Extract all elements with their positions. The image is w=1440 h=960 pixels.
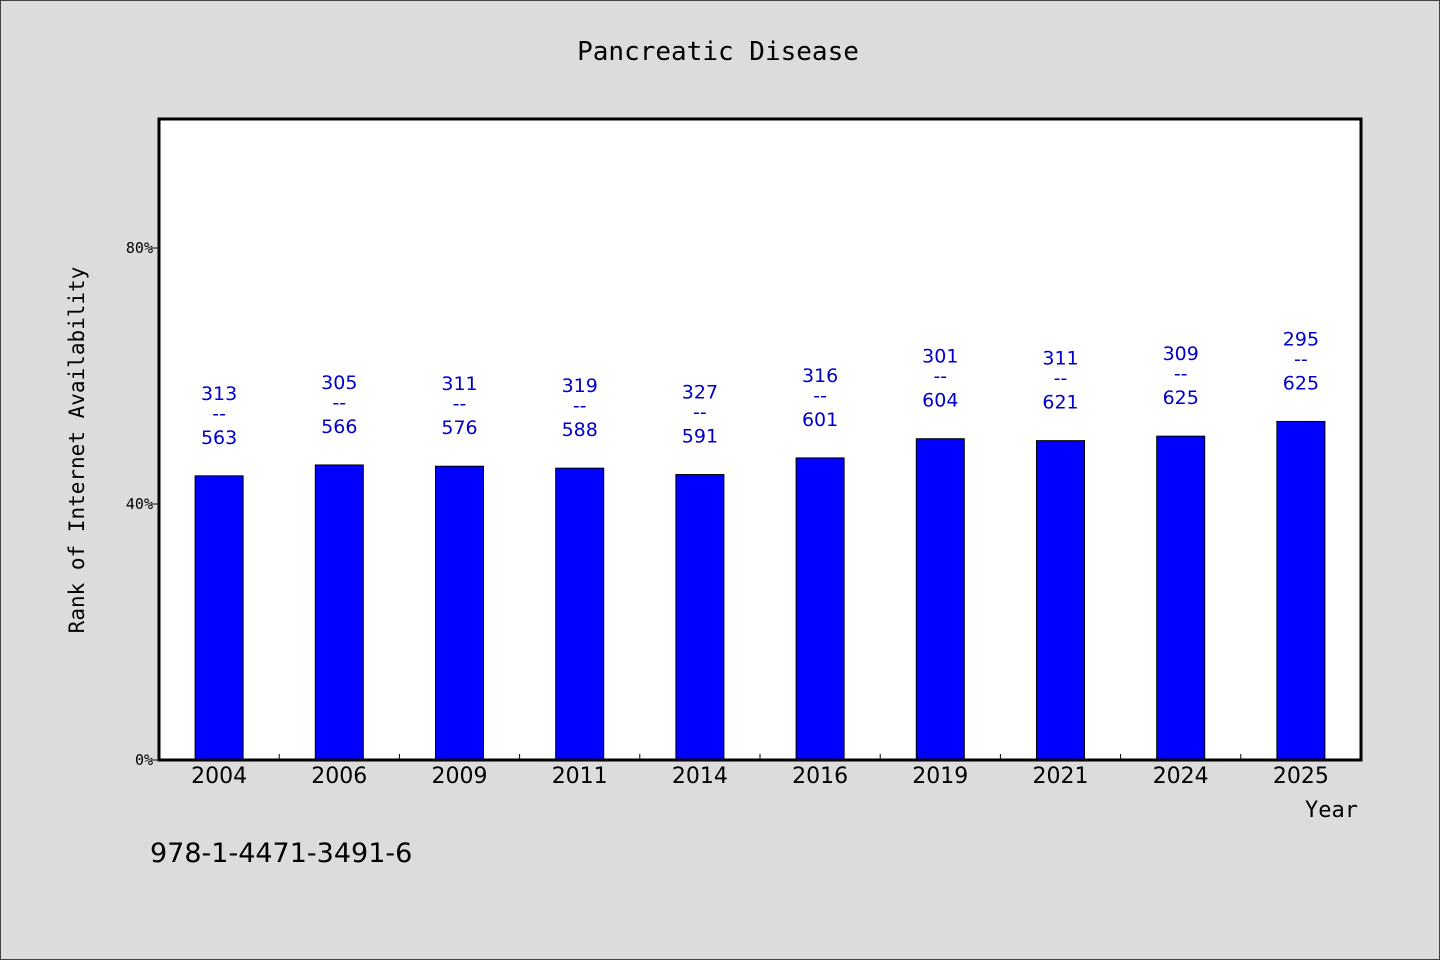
y-axis-label: Rank of Internet Availability: [65, 267, 89, 634]
bar-2021: [1036, 440, 1085, 761]
data-label-top: 327: [682, 382, 718, 404]
data-label-bottom: 576: [441, 417, 477, 439]
data-label-bottom: 621: [1042, 392, 1078, 414]
data-label-separator: --: [933, 366, 947, 388]
x-tick-label: 2025: [1273, 764, 1329, 789]
bar-2016: [795, 457, 845, 761]
data-label-bottom: 625: [1283, 372, 1319, 394]
y-tick-label: 40%: [126, 495, 153, 513]
chart-title: Pancreatic Disease: [577, 37, 859, 67]
x-tick-label: 2021: [1033, 764, 1089, 789]
x-tick-label: 2024: [1153, 764, 1209, 789]
x-tick-label: 2011: [552, 764, 608, 789]
data-label-top: 301: [922, 346, 958, 368]
bar-2019: [915, 438, 965, 761]
x-tick-label: 2019: [912, 764, 968, 789]
y-tick-label: 80%: [126, 239, 153, 257]
data-label-bottom: 588: [562, 419, 598, 441]
data-labels-group: 313--563305--566311--576319--588327--591…: [201, 328, 1319, 448]
bar-2024: [1156, 435, 1206, 761]
bar-2025: [1276, 420, 1326, 761]
bars-group: [194, 420, 1326, 761]
x-tick-label: 2009: [432, 764, 488, 789]
bar-2009: [435, 465, 484, 761]
y-tick-label: 0%: [135, 751, 153, 769]
data-label-separator: --: [573, 395, 587, 417]
data-label-bottom: 601: [802, 409, 838, 431]
bar-2011: [555, 467, 605, 761]
data-label-bottom: 591: [682, 426, 718, 448]
data-label-top: 309: [1163, 343, 1199, 365]
y-axis: 0% 40% 80%: [126, 239, 159, 769]
data-label-bottom: 563: [201, 427, 237, 449]
data-label-separator: --: [1294, 348, 1308, 370]
data-label-top: 319: [562, 375, 598, 397]
data-label-separator: --: [693, 402, 707, 424]
data-label-top: 311: [441, 373, 477, 395]
data-label-separator: --: [453, 393, 467, 415]
data-label-separator: --: [813, 385, 827, 407]
data-label-top: 295: [1283, 328, 1319, 350]
data-label-bottom: 566: [321, 416, 357, 438]
bar-2006: [314, 464, 364, 761]
book-identifier: 978-1-4471-3491-6: [150, 838, 412, 869]
data-label-top: 313: [201, 383, 237, 405]
data-label-bottom: 604: [922, 390, 958, 412]
x-tick-label: 2004: [191, 764, 247, 789]
data-label-top: 316: [802, 365, 838, 387]
x-axis: 2004 2006 2009 2011 2014 2016 2019 2021 2024 2025: [191, 754, 1329, 789]
data-label-separator: --: [212, 403, 226, 425]
data-label-bottom: 625: [1163, 387, 1199, 409]
x-tick-label: 2016: [792, 764, 848, 789]
bar-2004: [194, 475, 244, 761]
x-axis-label: Year: [1305, 798, 1358, 823]
x-tick-label: 2006: [311, 764, 367, 789]
bar-2014: [675, 474, 725, 761]
data-label-separator: --: [1054, 368, 1068, 390]
data-label-separator: --: [1174, 363, 1188, 385]
x-tick-label: 2014: [672, 764, 728, 789]
data-label-top: 305: [321, 372, 357, 394]
data-label-separator: --: [332, 392, 346, 414]
data-label-top: 311: [1042, 348, 1078, 370]
